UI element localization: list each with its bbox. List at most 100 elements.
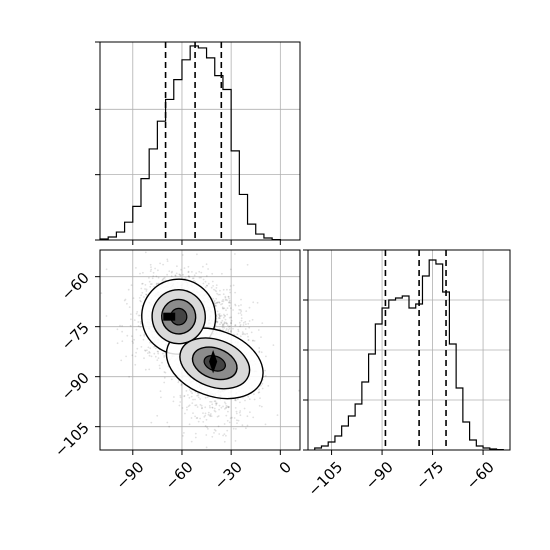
scatter-point	[234, 291, 237, 294]
scatter-point	[191, 392, 194, 395]
scatter-point	[154, 347, 157, 350]
scatter-content	[100, 251, 300, 466]
scatter-point	[205, 275, 208, 277]
scatter-point	[207, 268, 210, 270]
scatter-point	[219, 323, 221, 326]
scatter-point	[227, 406, 230, 409]
scatter-point	[210, 401, 213, 403]
scatter-point	[215, 302, 217, 305]
scatter-point	[145, 294, 148, 296]
scatter-point	[150, 421, 153, 424]
scatter-frame	[99, 249, 301, 451]
scatter-point	[234, 440, 237, 442]
scatter-point	[223, 440, 226, 443]
scatter-point	[193, 280, 196, 282]
scatter-point	[170, 378, 173, 381]
scatter-point	[226, 313, 229, 316]
scatter-point	[229, 301, 232, 304]
scatter-point	[148, 368, 151, 371]
scatter-point	[225, 406, 228, 409]
scatter-point	[227, 410, 229, 413]
scatter-point	[179, 396, 182, 399]
scatter-tick-label-x: −60	[162, 458, 197, 493]
scatter-point	[258, 351, 261, 354]
scatter-point	[253, 398, 256, 401]
scatter-point	[221, 319, 224, 322]
scatter-point	[131, 354, 134, 357]
scatter-point	[168, 270, 171, 273]
scatter-point	[151, 277, 154, 280]
scatter-point	[216, 320, 218, 323]
scatter-point	[187, 394, 189, 396]
scatter-point	[219, 317, 221, 320]
scatter-point	[247, 335, 249, 338]
scatter-point	[195, 272, 198, 274]
scatter-point	[204, 280, 207, 283]
scatter-point	[126, 334, 129, 337]
scatter-point	[215, 301, 218, 304]
scatter-point	[134, 355, 137, 358]
scatter-point	[216, 310, 219, 313]
scatter-point	[247, 339, 250, 341]
scatter-point	[199, 398, 202, 400]
scatter-point	[166, 260, 169, 262]
scatter-point	[161, 279, 164, 282]
scatter-point	[145, 290, 148, 292]
scatter-point	[229, 330, 232, 333]
scatter-point	[135, 312, 138, 315]
scatter-point	[126, 302, 128, 305]
scatter-point	[222, 300, 225, 303]
scatter-point	[183, 395, 186, 398]
scatter-point	[223, 401, 226, 404]
scatter-point	[133, 319, 136, 321]
scatter-point	[226, 288, 228, 291]
scatter-point	[211, 406, 214, 409]
scatter-point	[162, 263, 165, 266]
scatter-point	[218, 317, 220, 320]
scatter-point	[215, 321, 218, 323]
scatter-point	[228, 288, 231, 291]
scatter-point	[140, 294, 143, 297]
scatter-point	[205, 263, 208, 266]
scatter-point	[205, 434, 208, 436]
scatter-point	[226, 324, 229, 327]
scatter-point	[162, 277, 165, 280]
scatter-point	[207, 282, 210, 285]
scatter-point	[141, 283, 143, 285]
scatter-point	[234, 399, 236, 402]
scatter-point	[210, 413, 212, 415]
scatter-point	[162, 278, 164, 281]
scatter-point	[204, 425, 207, 427]
scatter-point	[204, 396, 207, 399]
scatter-point	[157, 352, 160, 355]
scatter-point	[210, 464, 212, 466]
scatter-point	[221, 323, 224, 326]
scatter-point	[188, 389, 191, 391]
scatter-point	[196, 253, 198, 256]
scatter-point	[228, 406, 231, 408]
scatter-point	[219, 289, 221, 292]
scatter-point	[219, 315, 221, 318]
scatter-point	[154, 267, 157, 270]
scatter-point	[153, 346, 156, 348]
scatter-point	[225, 309, 227, 312]
scatter-point	[238, 321, 241, 324]
scatter-point	[137, 314, 140, 317]
scatter-point	[229, 417, 232, 419]
scatter-point	[233, 417, 236, 419]
scatter-point	[155, 275, 158, 278]
scatter-density-panel: −90 −60 −30 0 −60 −75 −90 −105	[51, 249, 301, 493]
scatter-point	[209, 406, 211, 409]
scatter-point	[187, 271, 190, 274]
scatter-point	[198, 276, 201, 279]
scatter-point	[224, 296, 227, 299]
scatter-point	[258, 391, 261, 393]
scatter-point	[239, 410, 242, 412]
scatter-point	[157, 269, 159, 272]
scatter-point	[116, 342, 119, 345]
scatter-point	[212, 285, 215, 287]
scatter-point	[156, 359, 159, 361]
scatter-point	[163, 371, 166, 373]
scatter-point	[228, 301, 231, 304]
scatter-point	[217, 293, 220, 296]
